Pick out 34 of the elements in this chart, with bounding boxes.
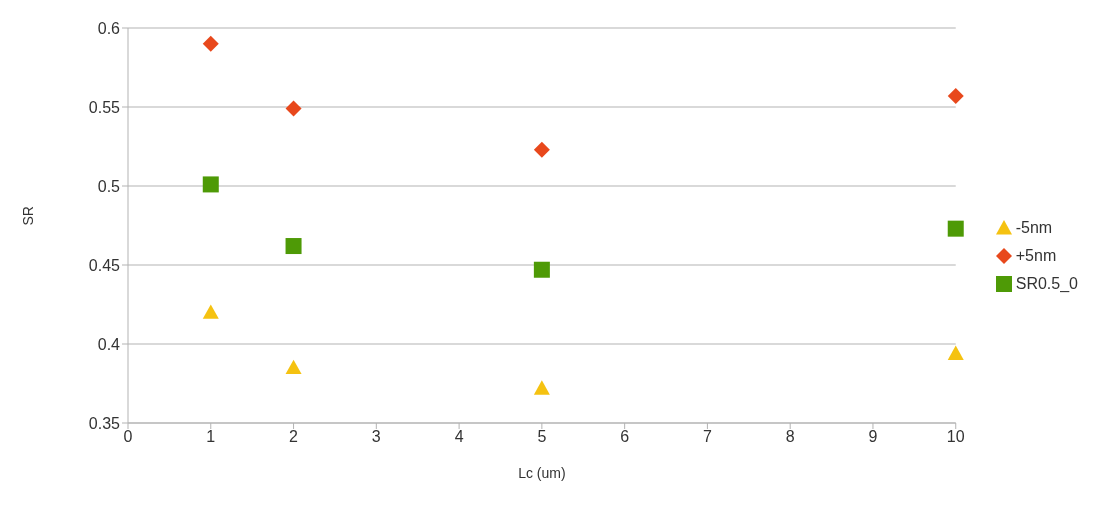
legend-label: +5nm bbox=[1015, 245, 1057, 266]
x-tick-label: 9 bbox=[868, 428, 878, 446]
legend-label: SR0.5_0 bbox=[1015, 273, 1078, 294]
y-tick-label: 0.4 bbox=[97, 335, 121, 353]
x-tick-label: 0 bbox=[123, 428, 133, 446]
y-tick-label: 0.35 bbox=[88, 414, 121, 432]
y-axis-title: SR bbox=[19, 206, 36, 226]
legend-label: -5nm bbox=[1015, 217, 1053, 238]
point bbox=[285, 359, 302, 375]
x-tick-label: 2 bbox=[289, 428, 299, 446]
x-tick-label: 3 bbox=[371, 428, 381, 446]
point bbox=[947, 87, 964, 104]
point bbox=[533, 261, 550, 278]
point bbox=[533, 141, 550, 158]
point bbox=[202, 35, 219, 52]
point bbox=[285, 238, 302, 255]
y-tick-label: 0.6 bbox=[97, 19, 121, 37]
point bbox=[202, 304, 219, 319]
x-axis-title: Lc (um) bbox=[518, 465, 566, 481]
point bbox=[533, 380, 550, 395]
y-tick-label: 0.45 bbox=[88, 256, 121, 274]
point bbox=[947, 220, 964, 237]
x-tick-label: 7 bbox=[702, 428, 712, 446]
y-tick-label: 0.55 bbox=[88, 98, 121, 116]
point bbox=[947, 345, 964, 360]
x-tick-label: 8 bbox=[785, 428, 795, 446]
x-tick-label: 5 bbox=[537, 428, 547, 446]
point bbox=[285, 100, 302, 117]
x-tick-label: 10 bbox=[946, 428, 965, 446]
x-tick-label: 1 bbox=[206, 428, 216, 446]
y-tick-label: 0.5 bbox=[97, 177, 121, 195]
point bbox=[202, 176, 219, 193]
x-tick-label: 6 bbox=[620, 428, 630, 446]
x-tick-label: 4 bbox=[454, 428, 464, 446]
